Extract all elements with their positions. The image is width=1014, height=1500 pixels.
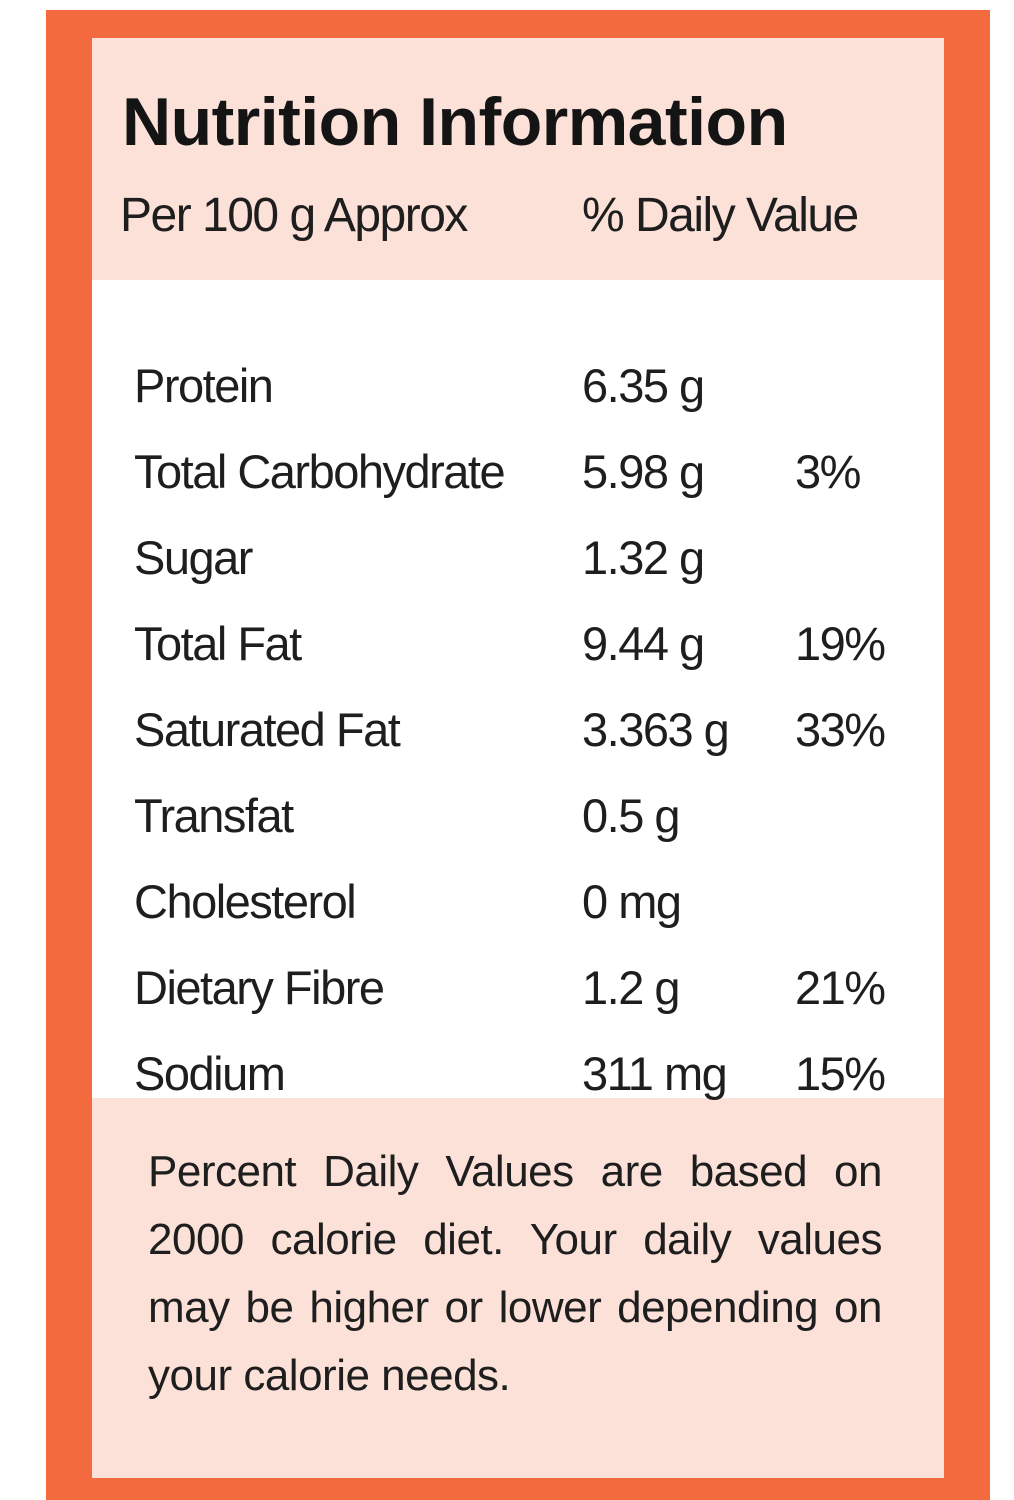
nutrition-label-panel: Nutrition Information Per 100 g Approx %… — [92, 38, 944, 1478]
label-header: Nutrition Information Per 100 g Approx %… — [92, 38, 944, 278]
nutrient-name: Transfat — [134, 789, 294, 842]
nutrient-daily-value: 19% — [795, 617, 886, 670]
nutrient-name: Total Fat — [134, 617, 302, 670]
nutrient-row-protein: Protein 6.35 g — [92, 358, 944, 444]
nutrient-row-saturated-fat: Saturated Fat 3.363 g 33% — [92, 702, 944, 788]
nutrient-row-total-fat: Total Fat 9.44 g 19% — [92, 616, 944, 702]
nutrient-row-dietary-fibre: Dietary Fibre 1.2 g 21% — [92, 960, 944, 1046]
nutrient-amount: 5.98 g — [582, 445, 705, 498]
nutrient-row-sodium: Sodium 311 mg 15% — [92, 1046, 944, 1132]
serving-size-heading: Per 100 g Approx — [120, 189, 468, 242]
nutrient-amount: 9.44 g — [582, 617, 705, 670]
nutrient-name: Dietary Fibre — [134, 961, 385, 1014]
nutrient-amount: 3.363 g — [582, 703, 730, 756]
nutrient-amount: 6.35 g — [582, 359, 705, 412]
nutrient-name: Sugar — [134, 531, 253, 584]
nutrient-table: Protein 6.35 g Total Carbohydrate 5.98 g… — [92, 280, 944, 1100]
nutrient-name: Sodium — [134, 1047, 286, 1100]
daily-value-heading: % Daily Value — [582, 189, 859, 242]
label-title: Nutrition Information — [122, 84, 788, 160]
nutrient-daily-value: 15% — [795, 1047, 886, 1100]
daily-value-footnote: Percent Daily Values are based on 2000 c… — [148, 1147, 883, 1400]
nutrition-label-border: Nutrition Information Per 100 g Approx %… — [46, 10, 990, 1500]
nutrient-daily-value: 33% — [795, 703, 886, 756]
nutrient-row-transfat: Transfat 0.5 g — [92, 788, 944, 874]
nutrient-name: Cholesterol — [134, 875, 357, 928]
nutrient-amount: 1.32 g — [582, 531, 705, 584]
nutrient-amount: 311 mg — [582, 1047, 728, 1100]
nutrient-name: Total Carbohydrate — [134, 445, 506, 498]
nutrient-amount: 1.2 g — [582, 961, 681, 1014]
nutrient-row-sugar: Sugar 1.32 g — [92, 530, 944, 616]
nutrient-name: Saturated Fat — [134, 703, 401, 756]
nutrient-row-cholesterol: Cholesterol 0 mg — [92, 874, 944, 960]
nutrient-daily-value: 21% — [795, 961, 886, 1014]
nutrient-amount: 0.5 g — [582, 789, 681, 842]
nutrient-name: Protein — [134, 359, 274, 412]
nutrient-amount: 0 mg — [582, 875, 682, 928]
nutrient-row-total-carbohydrate: Total Carbohydrate 5.98 g 3% — [92, 444, 944, 530]
nutrient-daily-value: 3% — [795, 445, 861, 498]
